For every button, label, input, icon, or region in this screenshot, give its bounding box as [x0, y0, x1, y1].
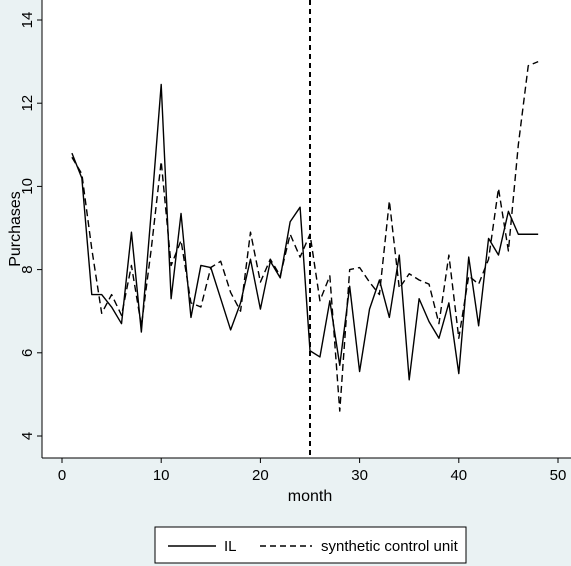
x-tick-label: 50: [550, 467, 567, 484]
series-line-il: [71, 83, 539, 381]
series-layer: [71, 60, 539, 412]
x-axis-title: month: [288, 488, 332, 505]
legend-label-il: IL: [224, 538, 237, 555]
y-axis-title: Purchases: [7, 191, 24, 267]
legend-box: [154, 526, 467, 564]
y-tick-label: 12: [19, 95, 36, 112]
series-line-synthetic-control: [71, 60, 539, 412]
legend-label-synthetic: synthetic control unit: [321, 538, 459, 555]
legend: IL synthetic control unit: [154, 526, 467, 564]
y-tick-label: 10: [19, 178, 36, 195]
y-tick-label: 4: [19, 432, 36, 440]
y-tick-label: 14: [19, 12, 36, 29]
y-tick-label: 8: [19, 265, 36, 273]
x-tick-label: 30: [351, 467, 368, 484]
x-tick-label: 0: [58, 467, 66, 484]
x-tick-label: 10: [153, 467, 170, 484]
plot-area: [42, 0, 571, 458]
y-tick-label: 6: [19, 349, 36, 357]
x-tick-label: 20: [252, 467, 269, 484]
x-axis-ticks: 0 10 20 30 40 50: [58, 458, 567, 484]
x-tick-label: 40: [450, 467, 467, 484]
y-axis-ticks: 4 6 8 10 12 14: [19, 12, 42, 440]
